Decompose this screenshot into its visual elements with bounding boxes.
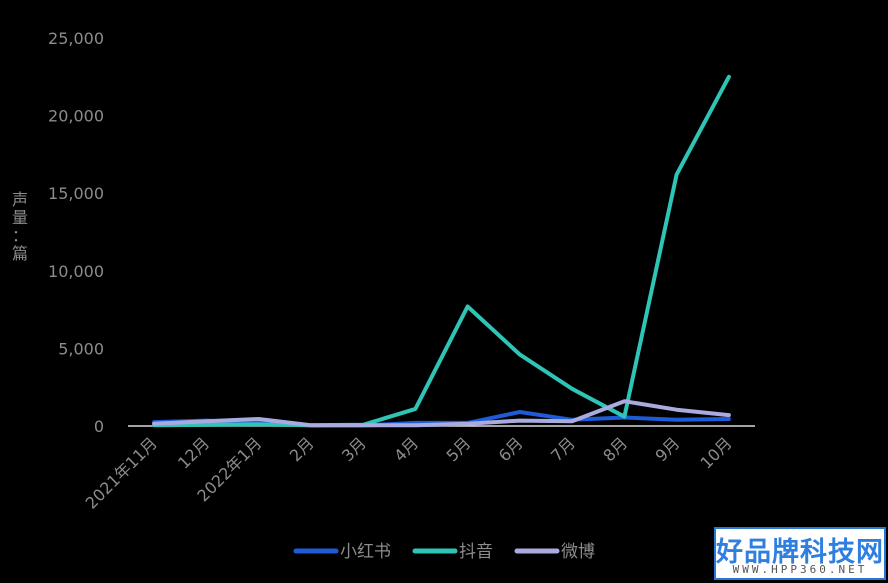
x-tick-label: 2月 [286, 433, 318, 465]
y-tick-label: 5,000 [58, 339, 104, 358]
legend-item: 抖音 [412, 542, 493, 562]
legend-label: 小红书 [340, 542, 391, 562]
x-tick-label: 8月 [599, 433, 631, 465]
x-tick-label: 12月 [174, 433, 213, 472]
legend: 小红书 抖音 微博 [293, 542, 595, 562]
x-tick-label: 6月 [495, 433, 527, 465]
y-axis-label-char: 声 [12, 190, 28, 209]
x-tick-label: 3月 [338, 433, 370, 465]
legend-label: 微博 [561, 542, 595, 562]
x-tick-label: 9月 [652, 433, 684, 465]
x-tick-label: 4月 [390, 433, 422, 465]
x-tick-label: 5月 [443, 433, 475, 465]
y-tick-label: 25,000 [48, 29, 104, 48]
y-axis-label-char: ： [12, 226, 28, 245]
y-tick-label: 20,000 [48, 107, 104, 126]
y-tick-label: 15,000 [48, 184, 104, 203]
series-line [152, 399, 731, 428]
series-line [152, 74, 731, 428]
x-tick-label: 2021年11月 [82, 433, 161, 512]
x-tick-label: 10月 [697, 433, 736, 472]
x-tick-label: 7月 [547, 433, 579, 465]
y-tick-label: 0 [94, 417, 104, 436]
y-axis-label: 声量：篇 [12, 190, 28, 263]
legend-label: 抖音 [459, 542, 493, 562]
y-tick-label: 10,000 [48, 262, 104, 281]
watermark-logo: 好品牌科技网 WWW.HPP360.NET [714, 527, 886, 580]
y-axis-ticks: 0 5,000 10,000 15,000 20,000 25,000 [48, 29, 104, 436]
watermark-title: 好品牌科技网 [716, 537, 884, 568]
watermark-url: WWW.HPP360.NET [732, 563, 868, 576]
legend-item: 微博 [514, 542, 595, 562]
y-axis-label-char: 篇 [12, 244, 28, 263]
series-lines [152, 74, 731, 428]
legend-item: 小红书 [293, 542, 391, 562]
y-axis-label-char: 量 [12, 208, 28, 227]
